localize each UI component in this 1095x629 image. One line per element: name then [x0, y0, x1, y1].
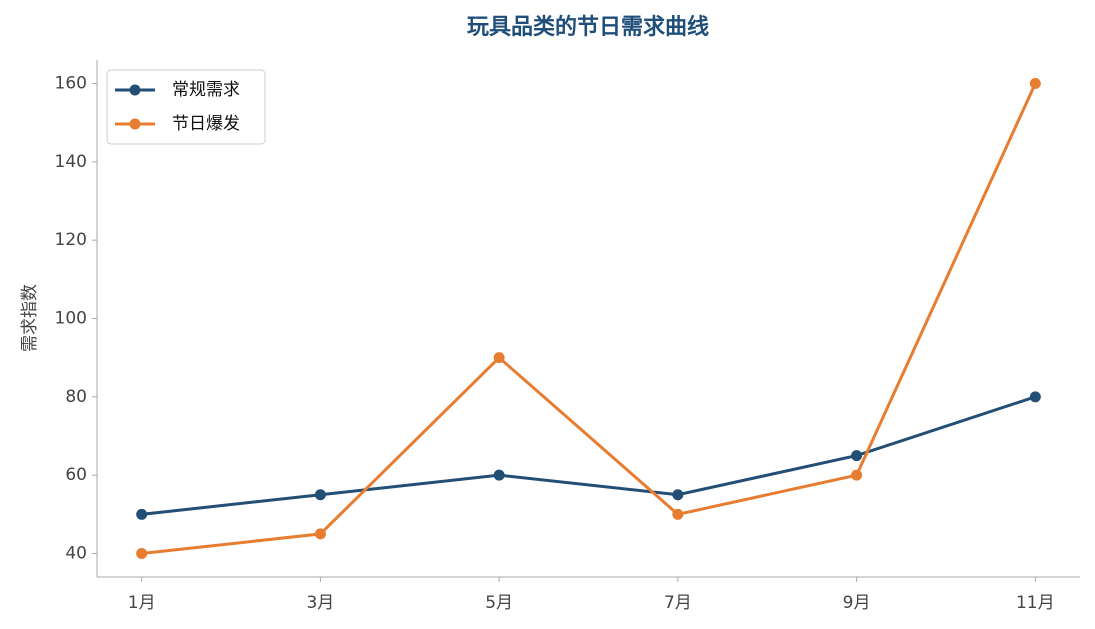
y-tick-label: 40 [65, 544, 87, 564]
point [493, 469, 505, 481]
legend-label: 节日爆发 [172, 114, 240, 134]
series-line [141, 82, 1037, 555]
legend-marker [129, 118, 141, 130]
point [851, 450, 863, 462]
y-axis-label: 需求指数 [20, 284, 40, 352]
point [314, 528, 326, 540]
x-tick-label: 7月 [664, 593, 692, 613]
y-tick-label: 80 [65, 387, 87, 407]
point [851, 469, 863, 481]
point [493, 352, 505, 364]
point [1029, 391, 1041, 403]
point [1029, 78, 1041, 89]
series-line [141, 395, 1036, 516]
point [672, 508, 684, 520]
point [672, 489, 684, 501]
y-tick-label: 60 [65, 465, 87, 485]
point [314, 489, 326, 501]
x-tick-label: 1月 [128, 593, 156, 613]
y-tick-label: 100 [55, 309, 87, 329]
y-tick-label: 140 [55, 152, 87, 172]
point [136, 508, 148, 520]
x-tick-label: 11月 [1016, 593, 1055, 613]
point [136, 548, 148, 559]
chart-title: 玩具品类的节日需求曲线 [467, 14, 709, 40]
x-tick-label: 9月 [843, 593, 871, 613]
x-tick-label: 3月 [306, 593, 334, 613]
legend-label: 常规需求 [172, 80, 240, 100]
y-tick-label: 120 [55, 230, 87, 250]
x-tick-label: 5月 [485, 593, 513, 613]
y-tick-label: 160 [55, 74, 87, 94]
legend-marker [129, 84, 141, 96]
